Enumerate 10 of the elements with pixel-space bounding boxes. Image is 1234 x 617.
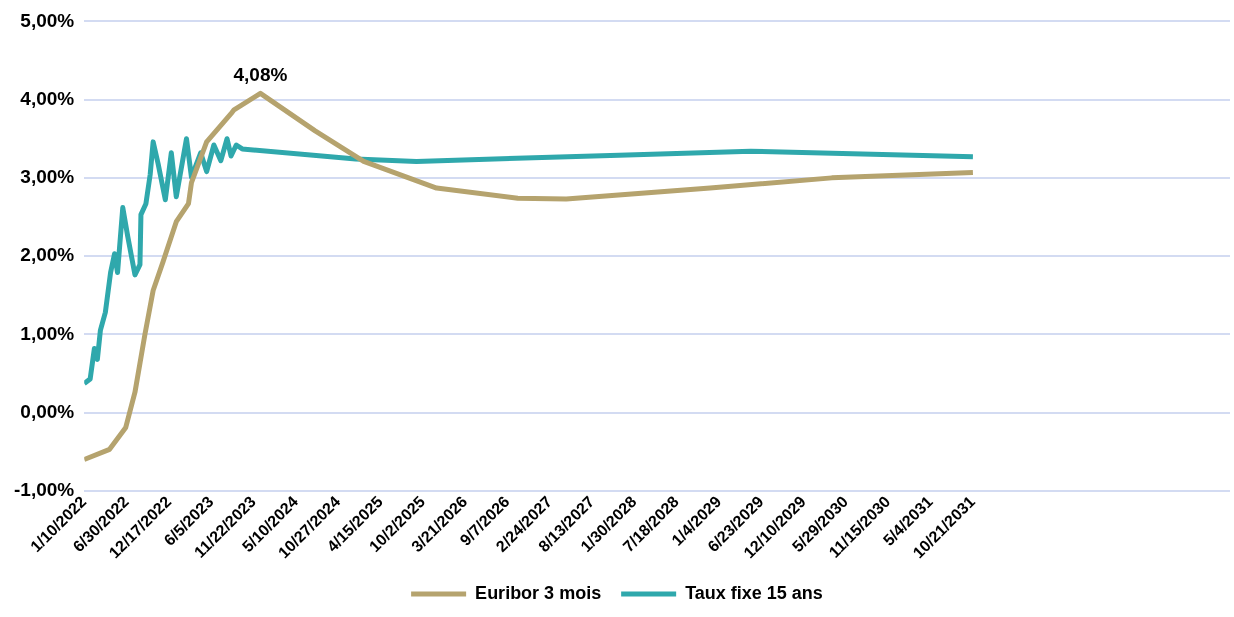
y-tick-label: 1,00% xyxy=(20,322,75,344)
y-tick-label: 0,00% xyxy=(20,400,75,422)
annotation: 4,08% xyxy=(233,64,288,86)
y-tick-label: 5,00% xyxy=(20,9,75,31)
y-tick-label: 3,00% xyxy=(20,166,75,188)
legend-label: Taux fixe 15 ans xyxy=(685,582,823,603)
y-tick-label: -1,00% xyxy=(14,479,75,501)
y-tick-label: 2,00% xyxy=(20,244,75,266)
legend-label: Euribor 3 mois xyxy=(475,582,602,603)
y-tick-label: 4,00% xyxy=(20,87,75,109)
